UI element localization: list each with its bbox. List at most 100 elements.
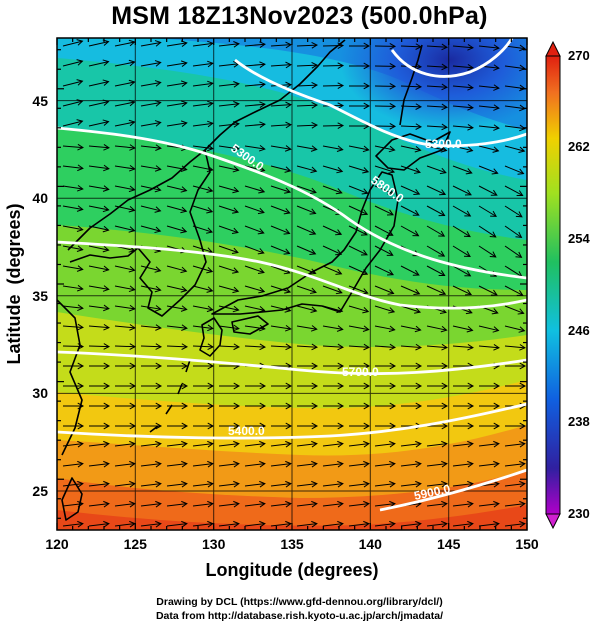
colorbar-label: 230 — [568, 506, 590, 521]
wind-arrow-head — [181, 480, 188, 488]
wind-arrow — [244, 165, 265, 172]
wind-arrow — [140, 145, 161, 149]
wind-arrow-head — [337, 402, 345, 410]
wind-arrow — [426, 45, 447, 48]
y-tick-labels: 25 30 35 40 45 — [32, 93, 48, 499]
wind-arrow — [218, 103, 239, 107]
wind-arrow — [400, 483, 421, 487]
wind-arrow — [114, 483, 135, 487]
wind-arrow-head — [311, 82, 319, 89]
wind-arrow — [400, 443, 421, 447]
wind-arrow-head — [441, 480, 448, 488]
wind-arrow-head — [154, 185, 162, 193]
wind-arrow-head — [389, 480, 396, 488]
wind-arrow-head — [154, 60, 162, 67]
wind-arrow-head — [517, 168, 525, 175]
wind-arrow — [452, 105, 473, 109]
wind-arrow-head — [441, 83, 448, 91]
wind-arrow — [244, 443, 265, 447]
wind-arrow — [322, 225, 342, 235]
wind-arrow — [348, 483, 369, 487]
wind-arrow-head — [310, 306, 318, 313]
wind-arrow-head — [493, 480, 500, 488]
wind-arrow-head — [102, 39, 110, 46]
wind-arrow-head — [181, 402, 189, 410]
wind-arrow — [374, 523, 395, 527]
wind-arrow-head — [76, 184, 84, 192]
wind-arrow-head — [76, 119, 84, 126]
wind-arrow-head — [128, 206, 136, 213]
wind-arrow-head — [207, 500, 214, 508]
wind-arrow — [218, 285, 239, 292]
y-tick-label: 25 — [32, 483, 48, 499]
wind-arrow — [218, 63, 239, 67]
x-tick-label: 135 — [280, 536, 304, 552]
wind-arrow — [322, 325, 343, 330]
wind-arrow — [374, 443, 395, 447]
wind-arrow — [374, 265, 394, 276]
wind-arrow-head — [102, 265, 110, 273]
wind-arrow-head — [102, 119, 110, 126]
wind-arrow-head — [258, 144, 266, 152]
wind-arrow — [192, 443, 213, 447]
wind-arrow-head — [233, 382, 241, 390]
wind-arrow-head — [414, 307, 422, 314]
wind-arrow — [192, 102, 213, 107]
wind-arrow-head — [490, 210, 497, 217]
colorbar-label: 246 — [568, 323, 590, 338]
wind-arrow — [296, 325, 317, 330]
colorbar-max-triangle — [545, 40, 561, 57]
wind-arrow-head — [285, 440, 292, 448]
wind-arrow-head — [207, 422, 215, 430]
wind-arrow-head — [493, 44, 500, 51]
wind-arrow — [270, 205, 290, 214]
wind-arrow — [166, 503, 187, 507]
wind-arrow — [140, 81, 161, 87]
wind-arrow — [374, 205, 394, 216]
wind-arrow-head — [309, 248, 317, 255]
wind-arrow-head — [284, 166, 292, 173]
wind-arrow — [166, 42, 187, 47]
wind-arrow-head — [389, 382, 397, 390]
wind-arrow — [218, 483, 239, 487]
wind-arrow — [140, 345, 162, 348]
wind-arrow-head — [415, 440, 422, 448]
wind-arrow-head — [389, 42, 397, 50]
wind-arrow-head — [363, 440, 370, 448]
wind-arrow — [192, 62, 213, 67]
wind-arrow — [62, 225, 83, 231]
wind-arrow-head — [363, 362, 371, 370]
wind-arrow-head — [489, 231, 497, 238]
wind-arrow — [504, 325, 525, 332]
wind-arrow — [270, 245, 290, 254]
wind-arrow-head — [415, 402, 423, 410]
wind-arrow-head — [415, 460, 422, 468]
wind-arrow-head — [207, 402, 215, 410]
wind-arrow — [166, 225, 187, 233]
wind-arrow-head — [77, 460, 84, 468]
wind-arrow-head — [206, 186, 214, 193]
wind-arrow-head — [441, 460, 448, 468]
wind-arrow-head — [465, 168, 473, 175]
wind-arrow — [218, 305, 239, 311]
wind-arrow — [452, 285, 472, 296]
wind-arrow — [140, 463, 161, 467]
wind-arrow — [426, 443, 447, 447]
wind-arrow — [452, 205, 471, 217]
wind-arrow — [400, 45, 422, 48]
wind-arrow — [504, 265, 523, 278]
wind-arrow — [296, 64, 318, 67]
wind-arrow — [166, 285, 187, 291]
wind-arrow-head — [310, 145, 318, 152]
wind-arrow-head — [128, 119, 136, 127]
contour-label-5700: 5700.0 — [342, 365, 379, 379]
wind-arrow-head — [441, 123, 448, 131]
wind-arrow — [88, 101, 109, 107]
wind-arrow-head — [415, 343, 422, 351]
wind-arrow-head — [154, 226, 162, 234]
wind-arrow-head — [309, 268, 317, 275]
wind-arrow-head — [309, 187, 317, 195]
wind-arrow-head — [181, 324, 188, 331]
wind-arrow-head — [467, 382, 475, 390]
wind-arrow — [478, 85, 499, 89]
